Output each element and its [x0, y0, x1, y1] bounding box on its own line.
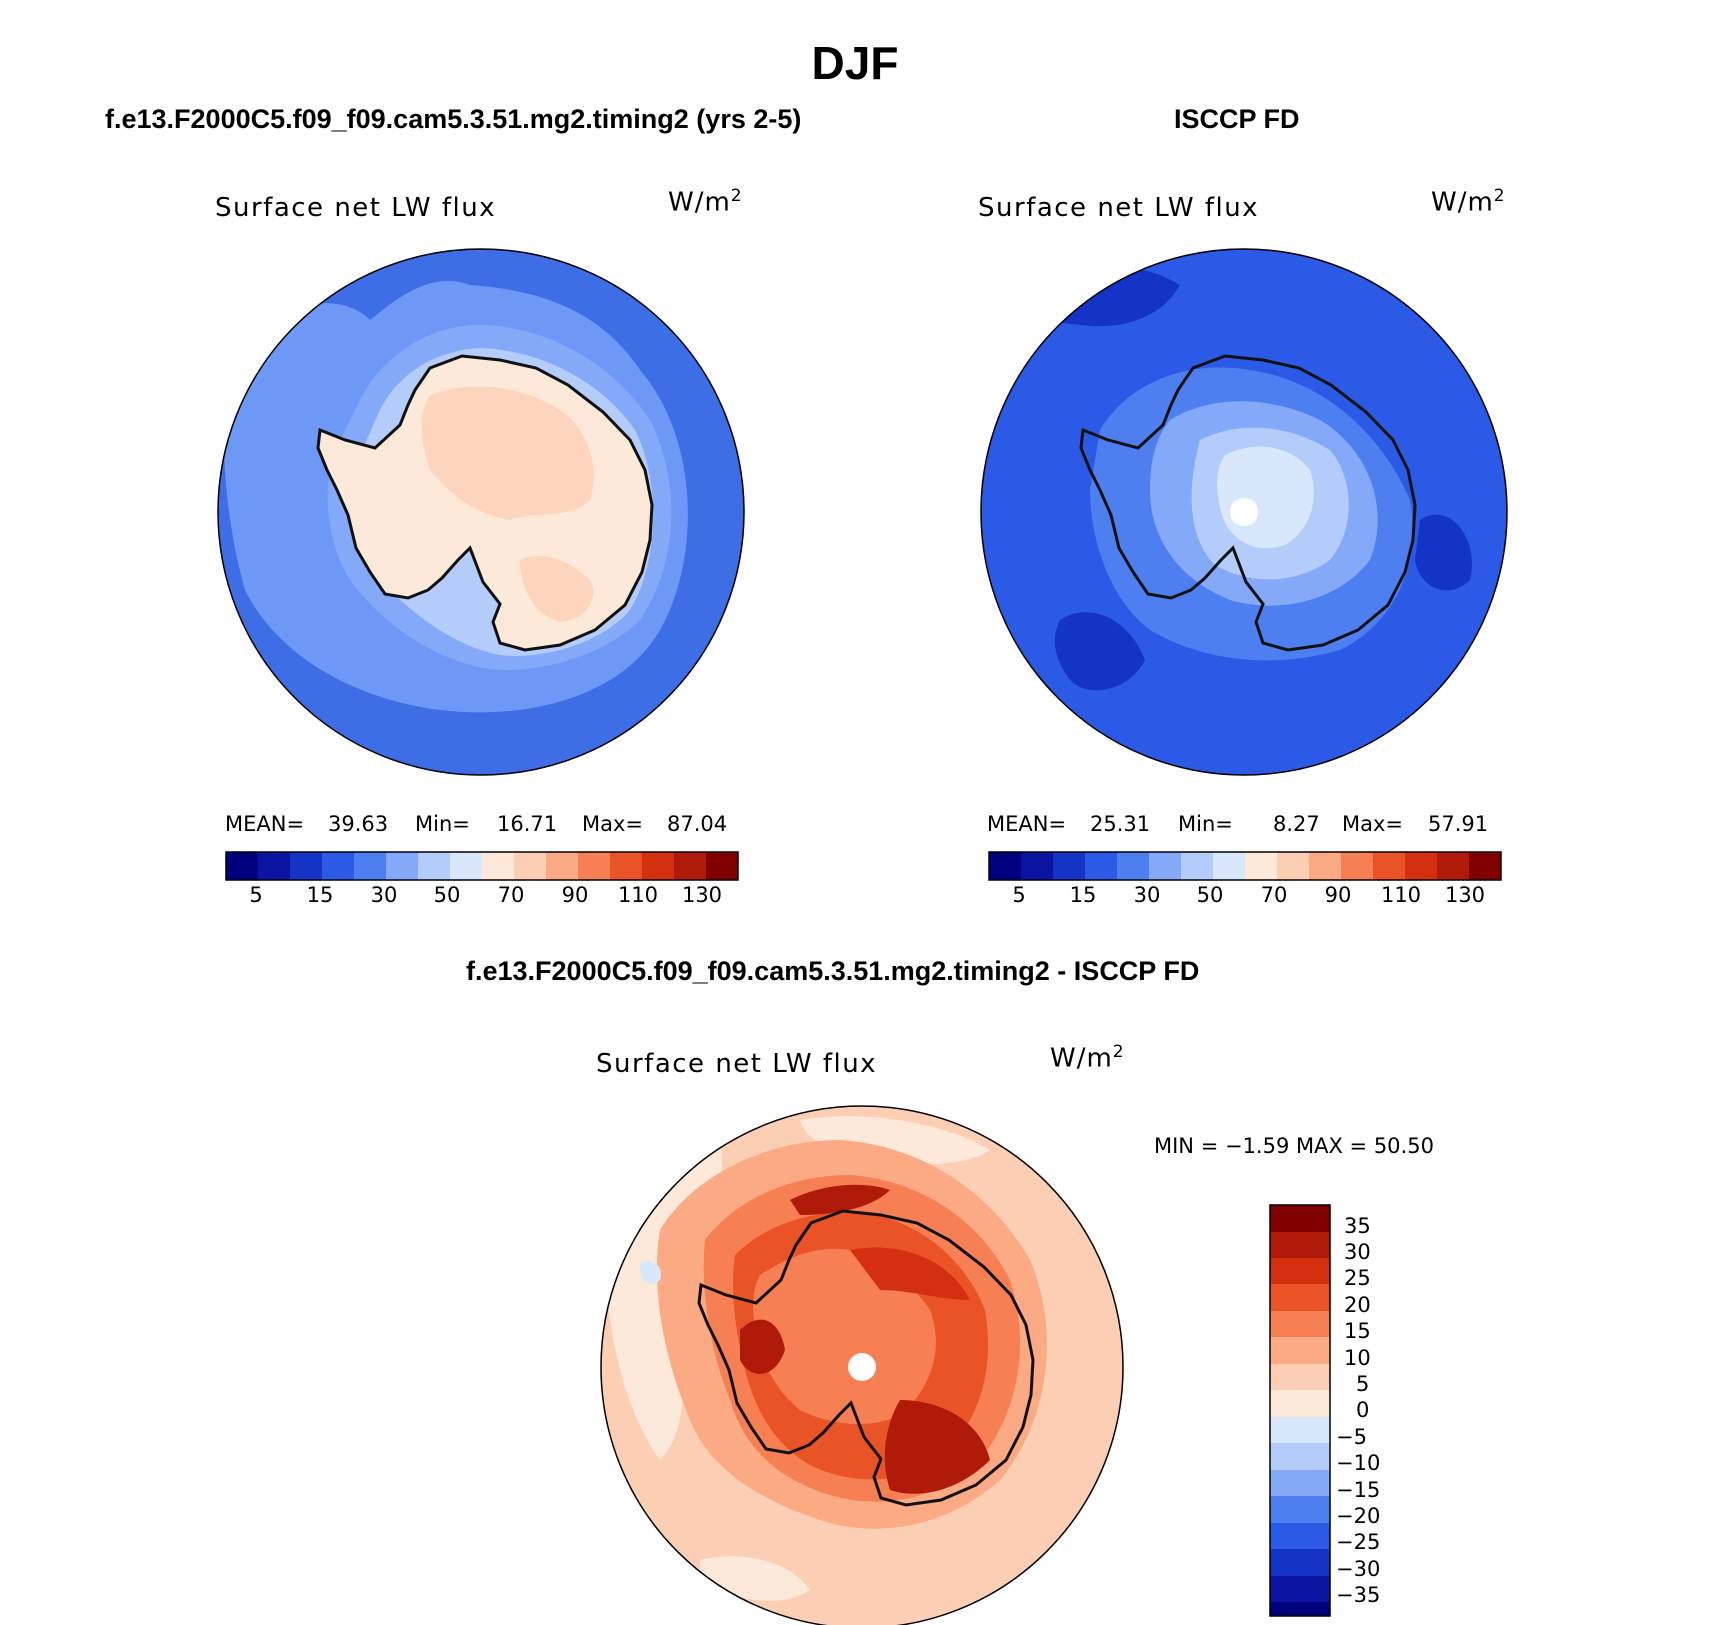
- diff-colorbar-tick: 25: [1344, 1266, 1371, 1290]
- diff-colorbar-tick: −5: [1336, 1425, 1367, 1449]
- model-unit-label: W/m2: [668, 186, 743, 218]
- obs-unit-label: W/m2: [1431, 186, 1506, 218]
- obs-colorbar-tick: 5: [1012, 883, 1026, 907]
- diff-colorbar-tick: −25: [1336, 1530, 1381, 1554]
- model-colorbar-tick: 130: [681, 883, 723, 907]
- obs-map: [981, 249, 1507, 775]
- obs-colorbar-tick: 30: [1133, 883, 1161, 907]
- model-map: [218, 249, 744, 775]
- obs-colorbar-tick: 50: [1196, 883, 1224, 907]
- diff-colorbar-tick: −35: [1336, 1583, 1381, 1607]
- obs-min-label: Min=: [1178, 812, 1233, 836]
- diff-panel-header: f.e13.F2000C5.f09_f09.cam5.3.51.mg2.timi…: [466, 956, 1200, 986]
- diff-colorbar: [1269, 1204, 1331, 1617]
- diff-unit-label: W/m2: [1050, 1042, 1125, 1074]
- obs-colorbar-tick: 90: [1324, 883, 1352, 907]
- obs-plot-title: Surface net LW flux: [978, 193, 1260, 223]
- obs-min-value: 8.27: [1273, 812, 1320, 836]
- model-colorbar: [225, 851, 739, 881]
- model-colorbar-tick: 90: [561, 883, 589, 907]
- model-colorbar-tick: 5: [249, 883, 263, 907]
- obs-colorbar: [988, 851, 1502, 881]
- diff-minmax-label: MIN = −1.59 MAX = 50.50: [1154, 1134, 1434, 1158]
- obs-mean-label: MEAN=: [987, 812, 1067, 836]
- diff-colorbar-tick: 0: [1356, 1398, 1370, 1422]
- page-title: DJF: [811, 37, 899, 89]
- obs-colorbar-tick: 110: [1380, 883, 1422, 907]
- model-mean-label: MEAN=: [225, 812, 305, 836]
- model-colorbar-tick: 110: [617, 883, 659, 907]
- diff-colorbar-tick: −30: [1336, 1557, 1381, 1581]
- model-colorbar-tick: 15: [306, 883, 334, 907]
- obs-mean-value: 25.31: [1090, 812, 1151, 836]
- model-colorbar-tick: 50: [433, 883, 461, 907]
- diff-plot-title: Surface net LW flux: [596, 1049, 878, 1079]
- obs-panel-header: ISCCP FD: [1174, 104, 1300, 134]
- obs-colorbar-tick: 70: [1260, 883, 1288, 907]
- model-panel-header: f.e13.F2000C5.f09_f09.cam5.3.51.mg2.timi…: [105, 104, 802, 134]
- obs-colorbar-tick: 130: [1444, 883, 1486, 907]
- diff-colorbar-tick: 15: [1344, 1319, 1371, 1343]
- obs-max-label: Max=: [1342, 812, 1404, 836]
- diff-colorbar-tick: 35: [1344, 1214, 1371, 1238]
- model-colorbar-tick: 30: [370, 883, 398, 907]
- diff-colorbar-tick: 5: [1356, 1372, 1370, 1396]
- model-colorbar-tick: 70: [497, 883, 525, 907]
- diff-colorbar-tick: −15: [1336, 1478, 1381, 1502]
- obs-colorbar-tick: 15: [1069, 883, 1097, 907]
- model-mean-value: 39.63: [328, 812, 389, 836]
- diff-colorbar-tick: −20: [1336, 1504, 1381, 1528]
- diff-colorbar-tick: 20: [1344, 1293, 1371, 1317]
- diff-colorbar-tick: 10: [1344, 1346, 1371, 1370]
- model-max-label: Max=: [582, 812, 644, 836]
- obs-max-value: 57.91: [1428, 812, 1489, 836]
- diff-colorbar-tick: 30: [1344, 1240, 1371, 1264]
- diff-map: [601, 1106, 1123, 1625]
- diff-colorbar-tick: −10: [1336, 1451, 1381, 1475]
- model-min-value: 16.71: [497, 812, 558, 836]
- model-plot-title: Surface net LW flux: [215, 193, 497, 223]
- model-min-label: Min=: [415, 812, 470, 836]
- model-max-value: 87.04: [667, 812, 728, 836]
